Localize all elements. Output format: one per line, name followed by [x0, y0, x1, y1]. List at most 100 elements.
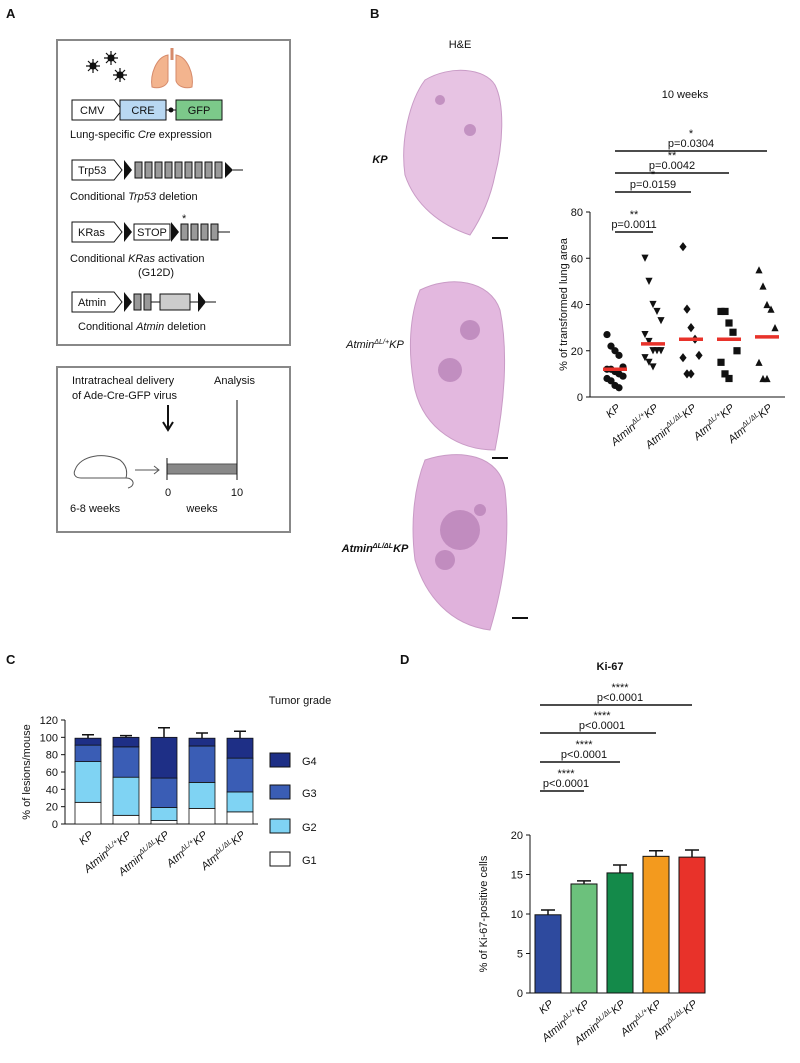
point — [771, 324, 779, 332]
point — [755, 266, 763, 274]
histology-title: H&E — [449, 39, 472, 51]
y-tick-label: 60 — [46, 767, 58, 779]
bar — [642, 855, 670, 994]
gene-label: KRas — [78, 227, 105, 239]
y-axis-label: % of lesions/mouse — [21, 724, 33, 819]
panel-label: D — [400, 652, 409, 667]
significance-stars: * — [689, 128, 694, 140]
caption: Conditional KRas activation — [70, 253, 205, 265]
bar-segment — [188, 745, 216, 783]
point — [733, 347, 741, 355]
chart-title: 10 weeks — [662, 89, 709, 101]
timeline-text: 0 — [165, 487, 171, 499]
y-tick-label: 5 — [517, 949, 523, 961]
legend-swatch — [269, 818, 291, 834]
x-tick-label: KP — [604, 402, 623, 421]
gene-label: CMV — [80, 105, 105, 117]
p-value: p=0.0042 — [649, 160, 695, 172]
significance-stars: **** — [593, 710, 611, 722]
bar-segment — [188, 808, 216, 825]
point — [649, 363, 657, 371]
point — [755, 358, 763, 366]
bar-segment — [112, 736, 140, 748]
y-tick-label: 0 — [517, 988, 523, 1000]
genotype-label: AtminΔL/ΔLKP — [341, 542, 409, 555]
point — [721, 307, 729, 316]
y-tick-label: 10 — [511, 909, 523, 921]
error-bar — [577, 880, 591, 884]
point — [615, 384, 623, 392]
text-part: Atmin — [135, 321, 164, 333]
text-part: Conditional — [70, 191, 128, 203]
gene-label: STOP — [137, 227, 167, 239]
point — [725, 374, 733, 383]
point — [641, 330, 649, 339]
text-part: KP — [77, 829, 96, 848]
y-tick-label: 40 — [571, 300, 583, 312]
timeline-text: Analysis — [214, 375, 255, 387]
legend-label: G1 — [302, 855, 317, 867]
genotype-label: KP — [372, 154, 388, 166]
bar-segment — [112, 746, 140, 778]
text-part: Conditional — [78, 321, 136, 333]
promoter — [71, 221, 123, 243]
text-part: deletion — [164, 321, 206, 333]
point — [687, 369, 695, 379]
frame — [56, 366, 291, 533]
p-value: p=0.0159 — [630, 179, 676, 191]
scale-bar — [492, 237, 528, 619]
y-tick-label: 20 — [571, 346, 583, 358]
point — [657, 347, 665, 355]
panel-labels: A B C D — [6, 6, 409, 667]
p-value: p=0.0304 — [668, 138, 714, 150]
arrow — [162, 405, 174, 432]
significance-stars: **** — [557, 768, 575, 780]
gfp-box — [175, 99, 223, 121]
histology: H&E KP AtminΔL/+KP AtminΔL/ΔLKP — [341, 39, 528, 631]
bar — [678, 856, 706, 994]
y-tick-label: 120 — [40, 715, 58, 727]
text-part: deletion — [156, 191, 198, 203]
bar — [606, 872, 634, 994]
y-tick-label: 15 — [511, 870, 523, 882]
exons — [134, 161, 223, 179]
point — [603, 330, 611, 339]
bar-segment — [150, 807, 178, 821]
y-tick-label: 60 — [571, 253, 583, 265]
text-part: Trp53 — [128, 191, 157, 203]
error-bar — [649, 850, 663, 857]
text-part: KP — [372, 154, 388, 166]
text-part: KP — [604, 402, 623, 421]
point — [725, 319, 733, 327]
point — [619, 372, 627, 380]
point — [615, 351, 623, 359]
bar — [570, 883, 598, 994]
legend-label: G4 — [302, 756, 317, 768]
point — [683, 304, 691, 314]
bar-segment — [74, 744, 102, 763]
chart-title: Tumor grade — [269, 695, 332, 707]
charts: 10 weeks % of transformed lung area 0 20 40 6… — [21, 89, 785, 1048]
timeline-text: of Ade-Cre-GFP virus — [72, 390, 177, 402]
text-part: Atmin — [345, 339, 374, 351]
promoter — [71, 159, 123, 181]
bar-segment — [74, 761, 102, 803]
error-bar — [685, 849, 699, 858]
bar-segment — [188, 737, 216, 747]
mutation-star: * — [182, 213, 187, 225]
point — [695, 350, 703, 360]
point — [653, 307, 661, 316]
bar-segment — [226, 791, 254, 813]
y-tick-label: 80 — [46, 750, 58, 762]
significance-stars: ** — [630, 209, 639, 221]
stop-box — [133, 223, 171, 241]
bar-segment — [112, 776, 140, 816]
bar-segment — [150, 820, 178, 825]
bar — [534, 914, 562, 994]
y-tick-label: 20 — [511, 830, 523, 842]
genotype-label: AtminΔL/+KP — [345, 338, 404, 351]
text-part: activation — [155, 253, 205, 265]
significance-stars: **** — [611, 682, 629, 694]
point — [717, 358, 725, 366]
point — [763, 300, 771, 309]
